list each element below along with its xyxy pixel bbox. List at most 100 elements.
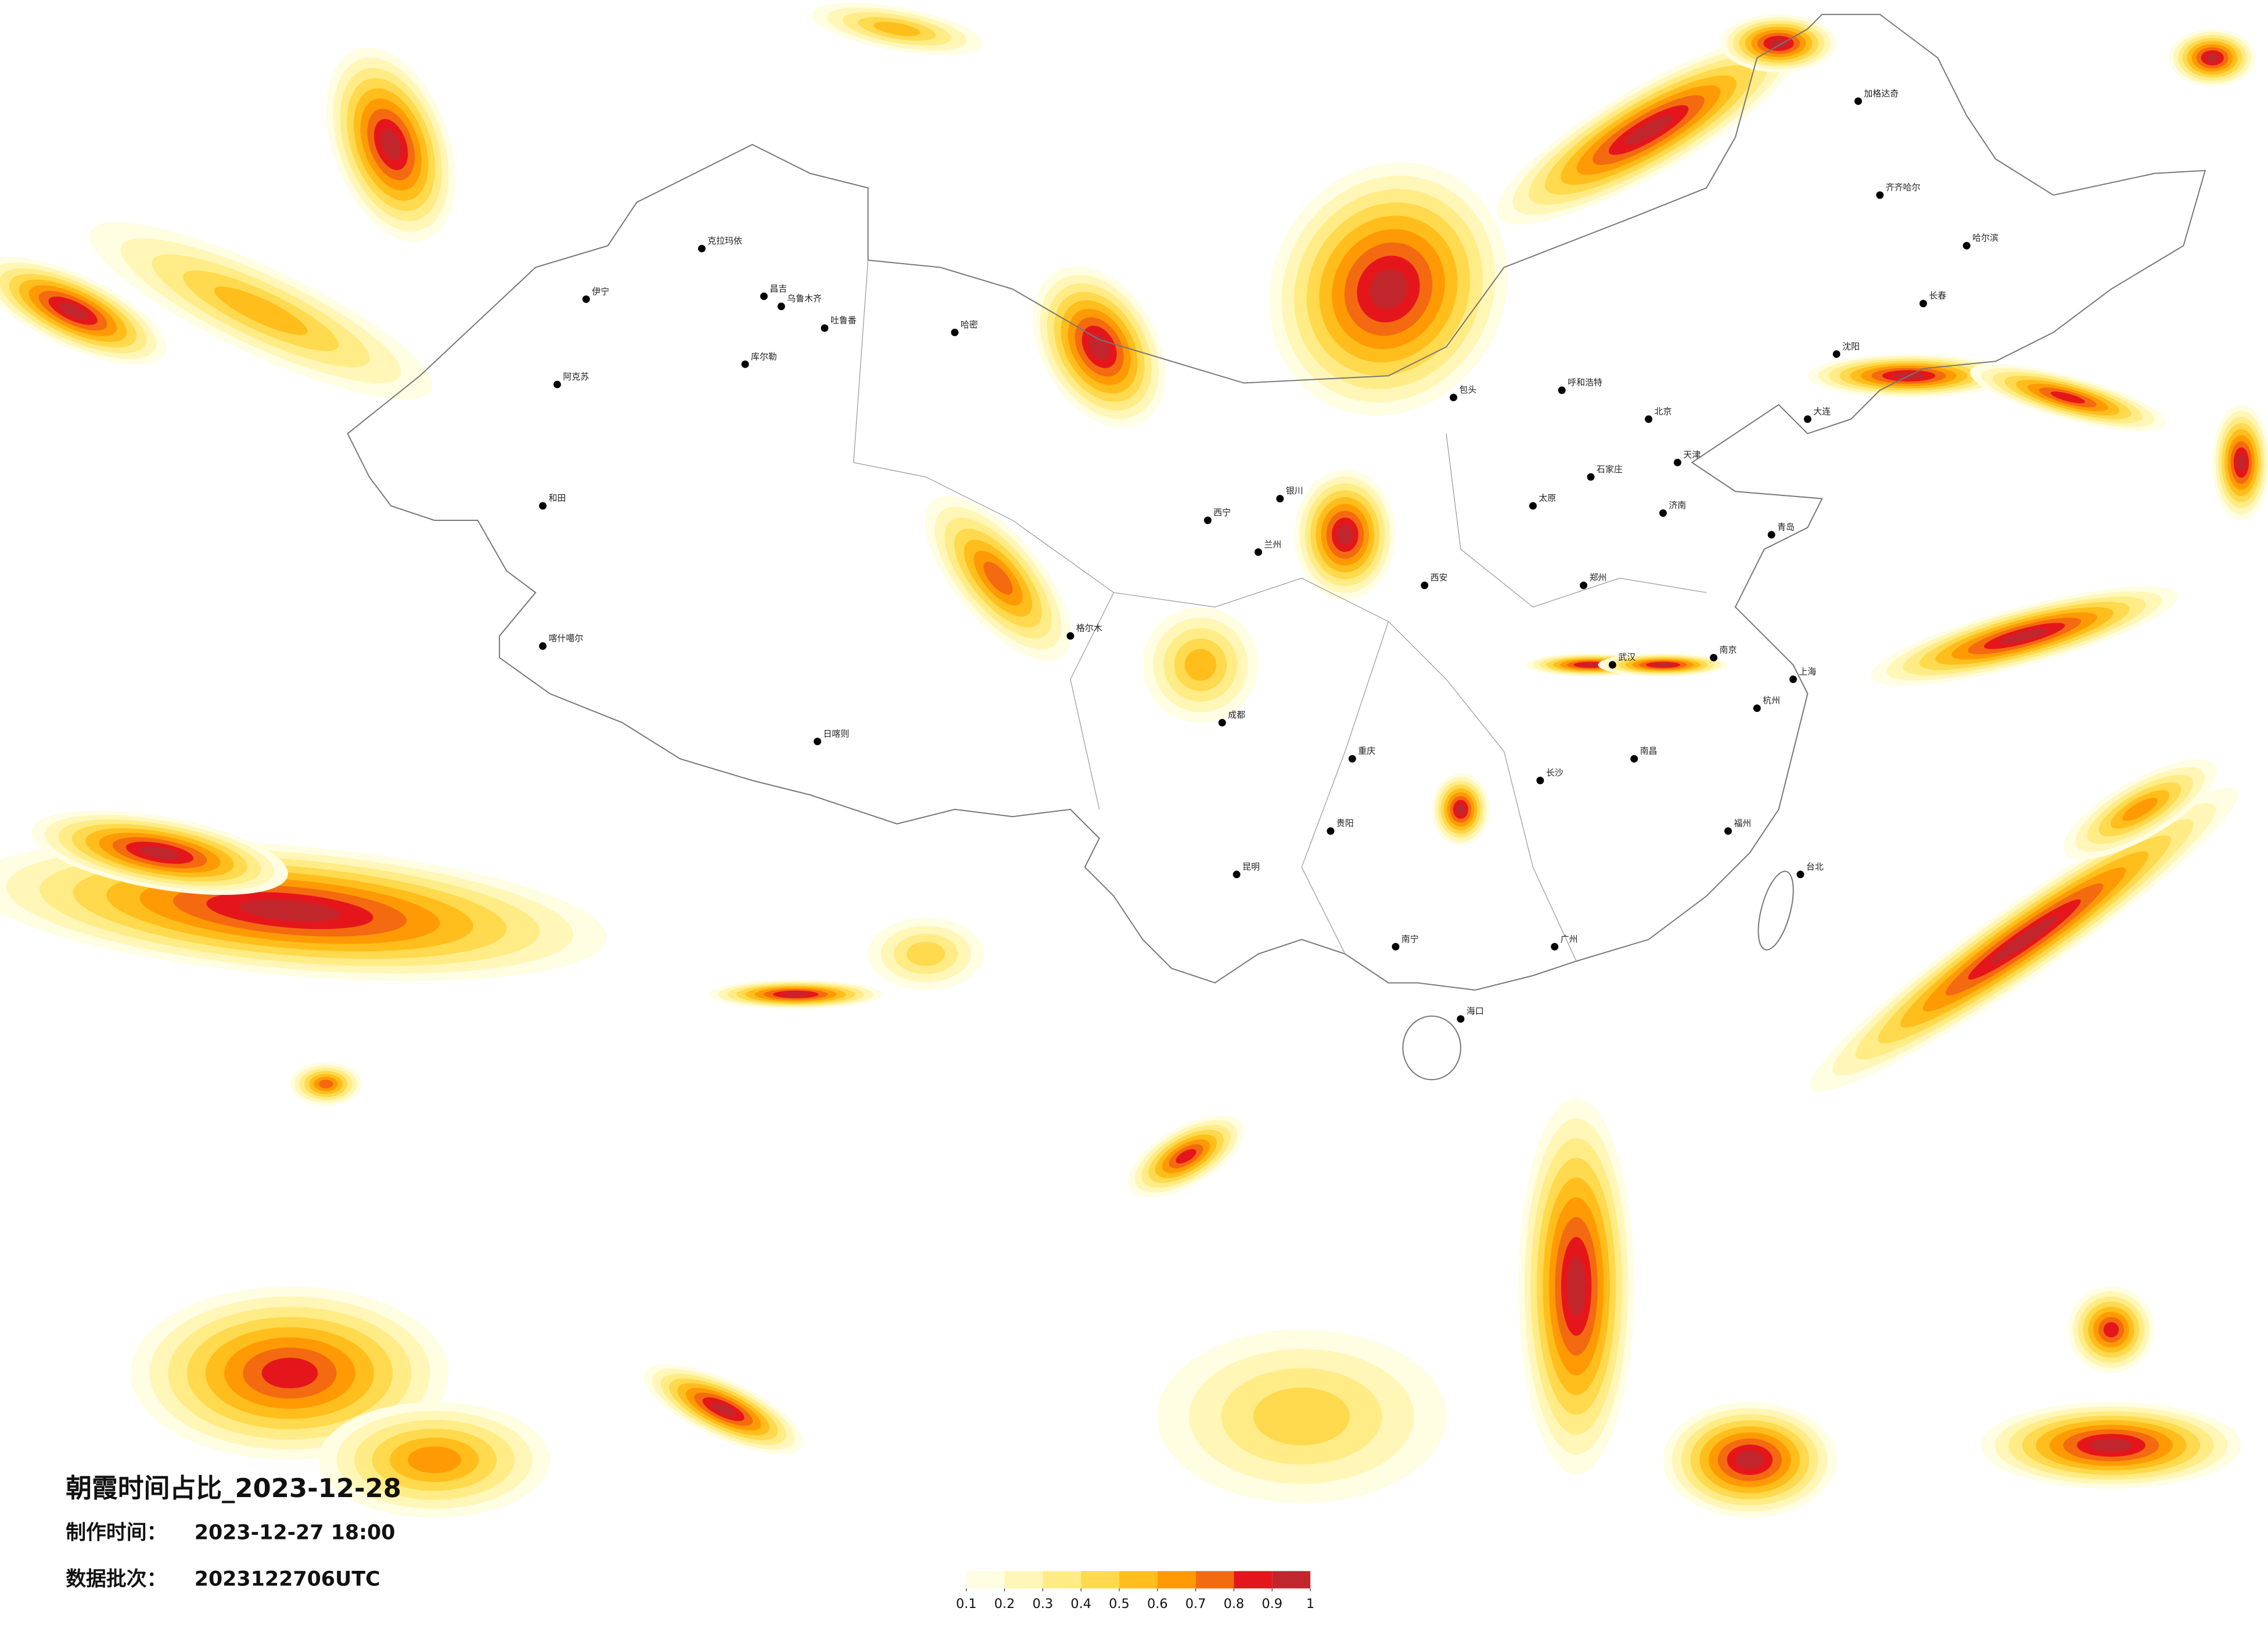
city-dot xyxy=(1832,350,1841,358)
city-dot xyxy=(1255,548,1263,556)
city-dot xyxy=(821,324,829,332)
city-dot xyxy=(1767,531,1775,539)
colorbar-tick-label: 0.6 xyxy=(1147,1596,1168,1611)
haze-region xyxy=(983,562,1013,595)
colorbar-segment xyxy=(1157,1571,1196,1589)
city-label: 昌吉 xyxy=(770,283,787,294)
city-dot xyxy=(1218,718,1226,726)
city-label: 福州 xyxy=(1734,818,1751,829)
city-dot xyxy=(1276,495,1284,503)
colorbar-segment xyxy=(1081,1571,1120,1589)
city-label: 成都 xyxy=(1228,710,1245,720)
made-time: 2023-12-27 18:00 xyxy=(195,1521,396,1545)
city-label: 乌鲁木齐 xyxy=(787,293,822,304)
batch-id: 2023122706UTC xyxy=(195,1567,380,1591)
city-label: 长春 xyxy=(1929,290,1946,301)
city-dot xyxy=(1551,942,1559,951)
city-dot xyxy=(741,360,749,368)
city-dot xyxy=(1789,675,1797,684)
city-dot xyxy=(1580,581,1588,589)
haze-region xyxy=(1769,38,1788,48)
haze-region xyxy=(782,992,810,997)
city-label: 海口 xyxy=(1467,1006,1484,1016)
city-dot xyxy=(698,244,706,253)
colorbar-segment xyxy=(1004,1571,1043,1589)
city-label: 太原 xyxy=(1539,493,1556,503)
city-label: 大连 xyxy=(1813,406,1831,416)
city-label: 贵阳 xyxy=(1336,818,1354,829)
province-border xyxy=(853,260,1707,962)
made-label: 制作时间： xyxy=(66,1521,167,1545)
city-dot xyxy=(1066,632,1074,640)
colorbar-tick-label: 0.1 xyxy=(956,1596,977,1611)
city-dot xyxy=(1724,827,1732,835)
colorbar-tick-label: 0.3 xyxy=(1033,1596,1054,1611)
haze-region xyxy=(1990,915,2058,964)
city-dot xyxy=(1587,473,1595,481)
haze-region xyxy=(58,302,88,319)
haze-region xyxy=(2103,1322,2119,1337)
city-label: 济南 xyxy=(1669,500,1686,510)
city-dot xyxy=(1963,242,1971,250)
colorbar-tick-label: 0.7 xyxy=(1185,1596,1206,1611)
haze-region xyxy=(139,846,180,859)
city-dot xyxy=(1450,393,1458,401)
haze-layer xyxy=(0,2,2268,1518)
city-label: 喀什噶尔 xyxy=(549,633,584,643)
city-label: 兰州 xyxy=(1264,539,1282,549)
city-dot xyxy=(1327,827,1335,835)
haze-region xyxy=(2000,628,2049,644)
city-label: 昆明 xyxy=(1242,861,1260,872)
haze-region xyxy=(261,1358,318,1388)
city-dot xyxy=(777,303,785,311)
haze-region xyxy=(1567,1257,1586,1316)
batch-label: 数据批次： xyxy=(66,1567,167,1591)
city-label: 石家庄 xyxy=(1597,464,1623,474)
city-label: 银川 xyxy=(1286,485,1303,496)
city-dot xyxy=(539,642,547,650)
city-label: 沈阳 xyxy=(1842,341,1860,351)
colorbar-segment xyxy=(1234,1571,1273,1589)
colorbar-segment xyxy=(966,1571,1005,1589)
haze-region xyxy=(2205,53,2220,63)
city-dot xyxy=(1919,300,1927,308)
city-label: 西安 xyxy=(1430,573,1448,583)
colorbar-tick-label: 0.8 xyxy=(1224,1596,1245,1611)
city-dot xyxy=(1457,1015,1465,1023)
city-dot xyxy=(1558,386,1566,394)
city-label: 广州 xyxy=(1561,934,1578,944)
haze-region xyxy=(2122,797,2158,821)
city-dot xyxy=(1536,776,1544,785)
city-dot xyxy=(539,502,547,510)
haze-region xyxy=(407,1446,461,1473)
colorbar-tick-label: 0.9 xyxy=(1262,1596,1283,1611)
city-label: 库尔勒 xyxy=(751,351,777,362)
colorbar-segment xyxy=(1119,1571,1158,1589)
city-dot xyxy=(1854,97,1862,105)
city-label: 哈尔滨 xyxy=(1972,233,1999,243)
haze-region xyxy=(1456,803,1465,815)
city-label: 天津 xyxy=(1683,449,1701,460)
map-title: 朝霞时间占比_2023-12-28 xyxy=(66,1473,401,1503)
city-label: 青岛 xyxy=(1777,521,1795,532)
city-dot xyxy=(1348,755,1356,763)
colorbar-segment xyxy=(1195,1571,1234,1589)
city-label: 西宁 xyxy=(1213,508,1231,518)
city-dot xyxy=(1232,870,1241,879)
city-dot xyxy=(1876,191,1884,199)
haze-region xyxy=(711,1402,736,1416)
colorbar-tick-label: 0.4 xyxy=(1070,1596,1091,1611)
haze-region xyxy=(1370,269,1408,310)
colorbar-segment xyxy=(1272,1571,1311,1589)
city-label: 台北 xyxy=(1806,861,1824,872)
haze-region xyxy=(2090,1438,2132,1452)
city-label: 杭州 xyxy=(1763,695,1780,706)
haze-region xyxy=(1652,663,1674,667)
haze-region xyxy=(1624,115,1673,145)
haze-region xyxy=(1176,1149,1196,1164)
city-label: 上海 xyxy=(1799,666,1816,677)
city-label: 吐鲁番 xyxy=(831,315,857,326)
